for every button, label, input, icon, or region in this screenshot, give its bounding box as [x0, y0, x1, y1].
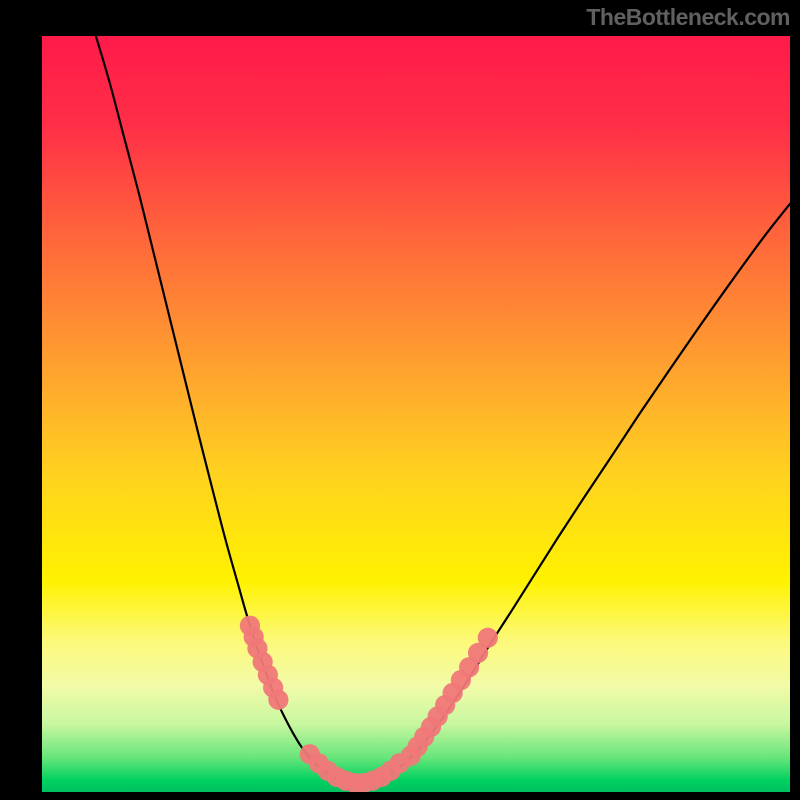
- chart-svg: [42, 36, 790, 792]
- chart-frame: TheBottleneck.com: [0, 0, 800, 800]
- marker-cluster-right: [401, 628, 498, 766]
- bottleneck-curve: [96, 36, 790, 783]
- marker-dot: [478, 628, 498, 648]
- marker-cluster-bottom: [300, 744, 410, 792]
- plot-area: [42, 36, 790, 792]
- marker-dot: [268, 690, 288, 710]
- marker-cluster-left: [240, 616, 289, 710]
- attribution-text: TheBottleneck.com: [586, 4, 790, 31]
